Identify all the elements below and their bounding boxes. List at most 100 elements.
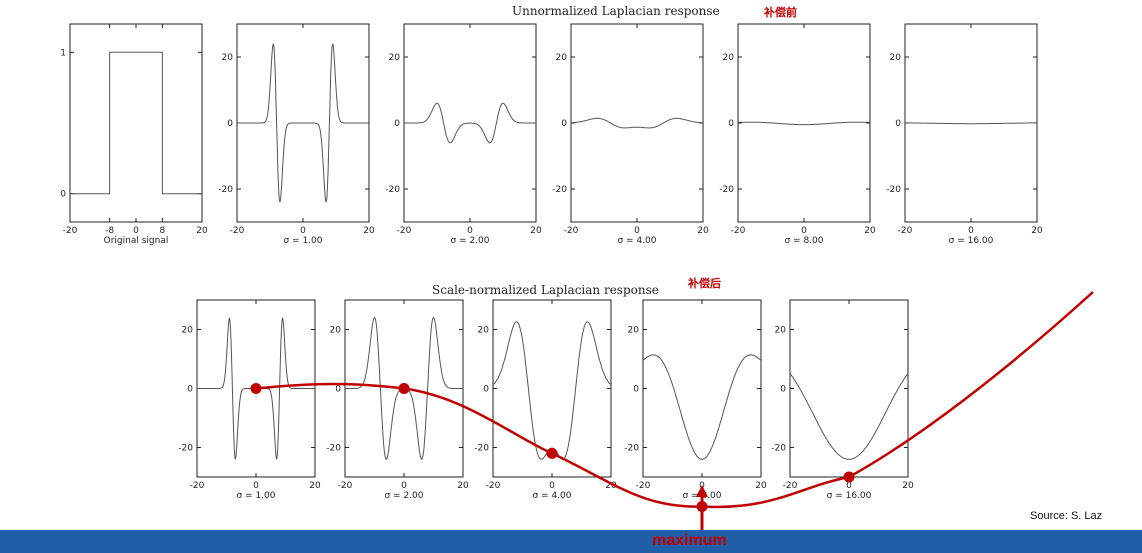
y-tick-label: 0 — [483, 385, 489, 395]
y-tick-label: 0 — [394, 119, 400, 129]
x-tick-label: 20 — [697, 226, 709, 236]
y-tick-label: -20 — [218, 185, 233, 195]
source-credit: Source: S. Laz — [1030, 510, 1103, 522]
y-tick-label: 20 — [556, 53, 568, 63]
x-tick-label: 0 — [968, 226, 974, 236]
signal-curve — [237, 43, 369, 203]
maximum-label: maximum — [652, 532, 727, 549]
x-tick-label: 20 — [196, 226, 208, 236]
x-tick-label: 20 — [309, 481, 321, 491]
y-tick-label: -20 — [886, 185, 901, 195]
plot-top-3: 20 0 -20 -20 0 20 σ = 4.00 — [552, 23, 709, 246]
x-axis-label: σ = 1.00 — [236, 491, 275, 501]
signal-curve — [492, 321, 612, 460]
x-tick-label: -20 — [338, 481, 353, 491]
y-tick-label: -20 — [771, 444, 786, 454]
signal-curve — [738, 121, 870, 126]
y-tick-label: 20 — [775, 326, 787, 336]
x-tick-label: -20 — [63, 226, 78, 236]
y-tick-label: 0 — [187, 385, 193, 395]
plot-frame — [737, 23, 871, 223]
x-tick-label: 0 — [401, 481, 407, 491]
response-point — [546, 447, 558, 459]
response-curve-group — [250, 291, 1094, 531]
plot-top-1: 20 0 -20 -20 0 20 σ = 1.00 — [218, 23, 375, 246]
x-tick-label: 20 — [755, 481, 767, 491]
plot-bottom-0: 20 0 -20 -20 0 20 σ = 1.00 — [178, 299, 321, 501]
y-tick-label: 20 — [330, 326, 342, 336]
signal-curve — [571, 117, 703, 129]
plot-frame — [642, 299, 762, 478]
y-tick-label: -20 — [552, 185, 567, 195]
signal-curve — [789, 373, 909, 460]
signal-curve — [404, 102, 536, 144]
y-tick-label: 0 — [60, 190, 66, 200]
x-axis-label: σ = 2.00 — [384, 491, 423, 501]
x-tick-label: 8 — [160, 226, 166, 236]
y-tick-label: -20 — [624, 444, 639, 454]
y-tick-label: 20 — [222, 53, 234, 63]
signal-curve — [642, 354, 762, 460]
plot-top-4: 20 0 -20 -20 0 20 σ = 8.00 — [719, 23, 876, 246]
x-axis-label: σ = 16.00 — [827, 491, 872, 501]
y-tick-label: -20 — [326, 444, 341, 454]
plot-top-2: 20 0 -20 -20 0 20 σ = 2.00 — [385, 23, 542, 246]
x-tick-label: 0 — [133, 226, 139, 236]
y-tick-label: 20 — [478, 326, 490, 336]
y-tick-label: 0 — [895, 119, 901, 129]
x-tick-label: 0 — [253, 481, 259, 491]
x-axis-label: σ = 4.00 — [532, 491, 571, 501]
x-tick-label: 20 — [864, 226, 876, 236]
response-point — [398, 383, 410, 394]
x-tick-label: 0 — [801, 226, 807, 236]
x-tick-label: -20 — [898, 226, 913, 236]
y-tick-label: 0 — [335, 385, 341, 395]
x-axis-label: Original signal — [104, 236, 169, 246]
y-tick-label: 0 — [728, 119, 734, 129]
x-axis-label: σ = 4.00 — [617, 236, 656, 246]
x-axis-label: σ = 8.00 — [784, 236, 823, 246]
plot-frame — [789, 299, 909, 478]
signal-curve — [70, 51, 202, 195]
x-tick-label: 0 — [549, 481, 555, 491]
y-tick-label: -20 — [474, 444, 489, 454]
top-row-title: Unnormalized Laplacian response — [512, 4, 720, 18]
y-tick-label: 0 — [633, 385, 639, 395]
x-tick-label: 20 — [363, 226, 375, 236]
response-point — [250, 383, 262, 394]
y-tick-label: 0 — [561, 119, 567, 129]
x-tick-label: -8 — [105, 226, 114, 236]
plot-bottom-2: 20 0 -20 -20 0 20 σ = 4.00 — [474, 299, 617, 501]
y-tick-label: -20 — [385, 185, 400, 195]
x-tick-label: 0 — [467, 226, 473, 236]
response-point — [843, 471, 855, 483]
plot-top-5: 20 0 -20 -20 0 20 σ = 16.00 — [886, 23, 1043, 246]
footer-bar — [0, 530, 1142, 553]
x-tick-label: 0 — [634, 226, 640, 236]
x-tick-label: -20 — [230, 226, 245, 236]
x-axis-label: σ = 1.00 — [283, 236, 322, 246]
signal-curve — [905, 122, 1037, 125]
x-tick-label: 20 — [605, 481, 617, 491]
x-tick-label: 20 — [530, 226, 542, 236]
y-tick-label: 1 — [60, 48, 66, 58]
x-tick-label: -20 — [564, 226, 579, 236]
x-tick-label: 20 — [902, 481, 914, 491]
x-tick-label: 0 — [300, 226, 306, 236]
maximum-arrow-head — [696, 485, 708, 497]
y-tick-label: 0 — [780, 385, 786, 395]
top-row-annotation: 补偿前 — [764, 6, 797, 19]
y-tick-label: 0 — [227, 119, 233, 129]
x-tick-label: -20 — [397, 226, 412, 236]
y-tick-label: 20 — [723, 53, 735, 63]
bottom-row-annotation: 补偿后 — [688, 277, 721, 290]
y-tick-label: 20 — [890, 53, 902, 63]
y-tick-label: -20 — [178, 444, 193, 454]
x-tick-label: -20 — [731, 226, 746, 236]
y-tick-label: 20 — [389, 53, 401, 63]
plot-bottom-4: 20 0 -20 -20 0 20 σ = 16.00 — [771, 299, 914, 501]
y-tick-label: 20 — [182, 326, 194, 336]
